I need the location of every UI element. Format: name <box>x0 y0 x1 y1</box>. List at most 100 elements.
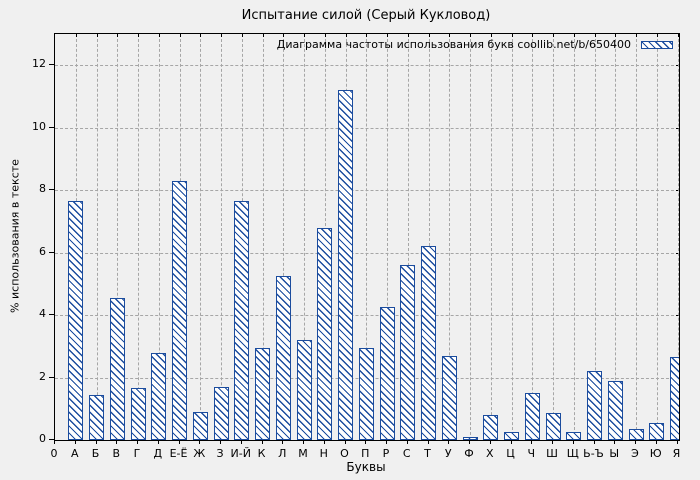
x-tick-mark-mirror <box>387 34 388 37</box>
x-tick-mark-mirror <box>470 34 471 37</box>
x-tick-label: Щ <box>566 447 579 460</box>
x-tick-mark-mirror <box>615 34 617 37</box>
y-tick-mark <box>49 64 54 66</box>
x-tick-label: Э <box>631 447 639 460</box>
x-tick-mark-mirror <box>636 34 637 37</box>
y-tick-label: 0 <box>39 432 46 445</box>
x-tick-mark-mirror <box>221 34 222 37</box>
x-tick-label: 0 <box>50 447 58 460</box>
x-tick-label: Ц <box>506 447 515 460</box>
bar-Щ <box>566 432 582 440</box>
x-tick-label: М <box>298 447 308 460</box>
bar-В <box>109 297 125 440</box>
x-gridline <box>283 34 285 440</box>
x-tick-mark-mirror <box>158 34 160 37</box>
y-tick-mark <box>49 126 54 128</box>
x-tick-label: Я <box>672 447 681 460</box>
x-tick-mark <box>54 440 55 444</box>
x-gridline <box>656 34 658 440</box>
x-tick-mark <box>406 440 408 444</box>
x-gridline <box>449 34 451 440</box>
bar-У <box>441 355 457 440</box>
x-tick-mark <box>635 440 636 444</box>
x-tick-mark-mirror <box>117 34 119 37</box>
x-tick-label: С <box>402 447 411 460</box>
x-gridline <box>96 34 98 440</box>
x-gridline <box>428 34 430 440</box>
bar-З <box>213 386 229 440</box>
x-tick-mark-mirror <box>511 34 513 37</box>
y-tick-label: 10 <box>32 119 46 133</box>
bar-А <box>68 201 84 440</box>
legend-label: Диаграмма частоты использования букв coo… <box>276 38 631 51</box>
x-tick-mark-mirror <box>324 34 326 37</box>
bar-Ч <box>524 393 540 440</box>
x-tick-label: Ы <box>609 447 620 460</box>
y-tick-label: 8 <box>39 182 46 196</box>
x-tick-mark <box>676 440 678 444</box>
x-tick-mark <box>303 440 304 444</box>
chart-title: Испытание силой (Серый Кукловод) <box>241 8 491 23</box>
x-tick-label: Ш <box>546 447 558 460</box>
y-tick-label: 2 <box>39 369 46 383</box>
y-tick-mark <box>49 251 54 253</box>
x-gridline <box>470 34 471 440</box>
bar-Ф <box>462 436 478 440</box>
x-axis-title: Буквы <box>346 460 386 474</box>
x-tick-mark-mirror <box>283 34 285 37</box>
x-tick-label: Ь-Ъ <box>583 447 604 460</box>
x-tick-mark-mirror <box>75 34 77 37</box>
x-gridline <box>221 34 222 440</box>
x-tick-label: Р <box>382 447 390 460</box>
y-tick-mark <box>49 439 54 440</box>
bar-С <box>400 265 416 440</box>
x-tick-label: И-Й <box>230 447 251 460</box>
y-tick-mark <box>49 314 54 316</box>
bar-Я <box>670 357 679 440</box>
bar-И-Й <box>234 201 250 440</box>
bar-Т <box>421 246 436 440</box>
x-tick-mark-mirror <box>200 34 202 37</box>
x-tick-mark-mirror <box>553 34 554 37</box>
x-tick-label: Ч <box>527 447 536 460</box>
x-tick-mark-mirror <box>179 34 181 37</box>
x-tick-mark-mirror <box>677 34 679 37</box>
x-tick-mark <box>116 440 118 444</box>
bar-Ж <box>192 411 208 440</box>
x-gridline <box>387 34 388 440</box>
y-tick-label: 6 <box>39 244 46 258</box>
x-tick-label: З <box>216 447 224 460</box>
x-tick-mark <box>157 440 159 444</box>
x-tick-mark-mirror <box>96 34 98 37</box>
x-tick-mark-mirror <box>428 34 430 37</box>
x-gridline <box>511 34 513 440</box>
x-gridline <box>158 34 160 440</box>
y-tick-mark <box>49 189 54 191</box>
y-tick-mark <box>49 376 54 378</box>
x-gridline <box>490 34 492 440</box>
legend-hatch-swatch-icon <box>641 40 673 49</box>
x-gridline <box>304 34 305 440</box>
x-tick-mark <box>178 440 180 444</box>
bar-Р <box>379 307 395 440</box>
y-tick-label: 12 <box>32 57 46 71</box>
x-gridline <box>636 34 637 440</box>
x-gridline <box>138 34 139 440</box>
bar-О <box>338 90 353 440</box>
x-tick-mark <box>448 440 450 444</box>
x-tick-mark <box>282 440 284 444</box>
x-tick-mark <box>655 440 657 444</box>
x-tick-label: О <box>340 447 349 460</box>
plot-area: Диаграмма частоты использования букв coo… <box>54 33 680 441</box>
x-gridline <box>407 34 409 440</box>
x-tick-mark-mirror <box>304 34 305 37</box>
x-tick-mark <box>552 440 553 444</box>
x-tick-label: Т <box>424 447 431 460</box>
x-tick-mark-mirror <box>241 34 243 37</box>
legend: Диаграмма частоты использования букв coo… <box>277 38 673 51</box>
x-tick-mark-mirror <box>594 34 596 37</box>
x-tick-mark <box>344 440 346 444</box>
x-tick-mark <box>220 440 221 444</box>
x-gridline <box>262 34 264 440</box>
